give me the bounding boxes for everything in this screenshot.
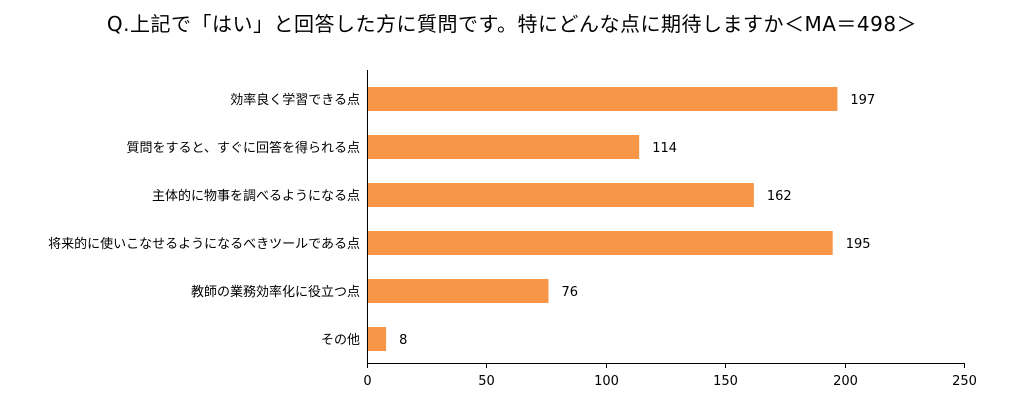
category-label-3: 主体的に物事を調べるようになる点 bbox=[152, 188, 360, 204]
x-tick-label-200: 200 bbox=[833, 374, 858, 389]
value-label-5: 76 bbox=[562, 285, 579, 300]
value-label-6: 8 bbox=[399, 333, 407, 348]
category-label-4: 将来的に使いこなせるようになるべきツールである点 bbox=[48, 236, 360, 252]
bar-5 bbox=[367, 279, 549, 303]
value-label-1: 197 bbox=[850, 93, 875, 108]
x-tick-label-50: 50 bbox=[478, 374, 495, 389]
bar-6 bbox=[367, 327, 387, 351]
value-label-2: 114 bbox=[652, 141, 677, 156]
bar-2 bbox=[367, 135, 640, 159]
bar-1 bbox=[367, 87, 838, 111]
category-label-5: 教師の業務効率化に役立つ点 bbox=[191, 284, 360, 300]
value-label-4: 195 bbox=[846, 237, 871, 252]
category-label-2: 質問をすると、すぐに回答を得られる点 bbox=[127, 140, 360, 156]
category-label-1: 効率良く学習できる点 bbox=[230, 92, 360, 108]
bar-3 bbox=[367, 183, 754, 207]
chart-title: Q.上記で「はい」と回答した方に質問です。特にどんな点に期待しますか＜MA＝49… bbox=[106, 12, 918, 36]
x-tick-label-150: 150 bbox=[713, 374, 738, 389]
value-label-3: 162 bbox=[767, 189, 792, 204]
x-tick-label-250: 250 bbox=[952, 374, 977, 389]
x-tick-label-0: 0 bbox=[363, 374, 371, 389]
category-label-6: その他 bbox=[321, 333, 360, 348]
bar-4 bbox=[367, 231, 833, 255]
x-tick-label-100: 100 bbox=[594, 374, 619, 389]
